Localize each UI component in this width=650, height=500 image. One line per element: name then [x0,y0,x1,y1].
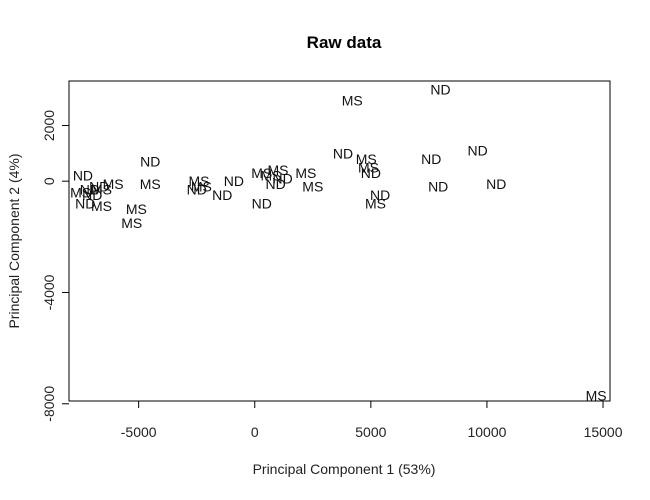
plot-frame [68,80,611,402]
y-axis-label: Principal Component 2 (4%) [6,153,22,328]
data-point-label: MS [261,168,282,184]
data-point-label: ND [140,154,160,170]
data-point-label: ND [486,176,506,192]
chart-title: Raw data [307,33,382,52]
y-tick-label: -4000 [41,274,57,310]
data-point-label: MS [91,198,112,214]
data-point-label: ND [333,145,353,161]
data-point-label: MS [295,165,316,181]
x-axis-label: Principal Component 1 (53%) [253,461,436,477]
data-point-label: ND [212,187,232,203]
data-point-label: MS [191,179,212,195]
data-point-label: ND [468,143,488,159]
x-tick-label: 15000 [584,424,623,440]
data-point-label: MS [302,179,323,195]
x-tick-label: 5000 [355,424,386,440]
data-point-label: MS [251,165,272,181]
y-tick-label: -8000 [41,386,57,422]
y-axis: -8000 -4000 0 2000 [41,110,69,422]
data-point-label: ND [266,176,286,192]
data-point-label: ND [252,195,272,211]
data-point-label: MS [342,92,363,108]
data-point-label: ND [89,179,109,195]
data-point-label: ND [73,168,93,184]
data-point-label: MS [126,201,147,217]
data-point-label: ND [361,165,381,181]
data-point-label: ND [272,170,292,186]
data-point-label: MS [70,184,91,200]
data-point-label: MS [358,159,379,175]
data-point-label: ND [187,182,207,198]
data-point-label: ND [80,182,100,198]
data-point-label: ND [224,173,244,189]
data-point-label: MS [91,182,112,198]
data-point-label: MS [121,215,142,231]
x-tick-label: 10000 [467,424,506,440]
data-point-label: MS [103,176,124,192]
y-tick-label: 0 [41,177,57,185]
x-tick-label: 0 [251,424,259,440]
data-point-label: ND [82,187,102,203]
data-point-label: MS [267,162,288,178]
data-point-label: MS [140,176,161,192]
data-point-label: ND [370,187,390,203]
data-point-label: MS [189,173,210,189]
data-point-label: MS [365,195,386,211]
y-tick-label: 2000 [41,110,57,141]
data-point-label: ND [75,195,95,211]
data-point-label: ND [428,179,448,195]
x-tick-label: -5000 [121,424,157,440]
data-point-label: ND [421,151,441,167]
data-point-label: MS [586,387,607,403]
x-axis: -5000 0 5000 10000 15000 [121,401,623,440]
data-point-label: MS [356,151,377,167]
data-point-label: ND [430,81,450,97]
